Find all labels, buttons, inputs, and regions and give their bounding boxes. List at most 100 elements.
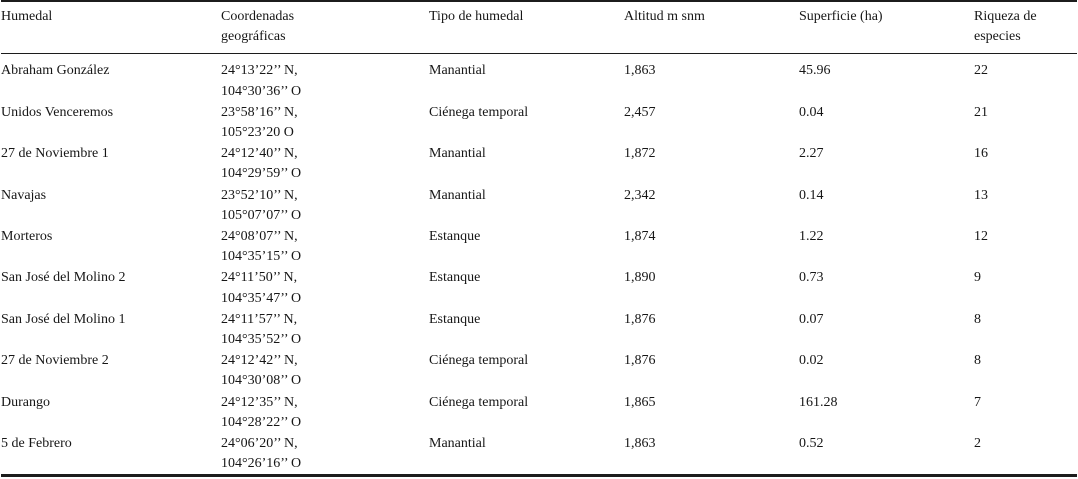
coord-lat: 23°58’16’’ N, — [221, 104, 298, 120]
col-header-coordenadas: Coordenadas geográficas — [221, 1, 429, 55]
cell-humedal: Navajas — [1, 187, 47, 203]
coord-lon: 104°30’36’’ O — [221, 83, 302, 99]
cell-coordenadas: 24°12’35’’ N, 104°28’22’’ O — [221, 392, 429, 433]
cell-altitud: 1,865 — [624, 394, 656, 410]
header-label: Coordenadas — [221, 9, 295, 24]
cell-humedal: Durango — [1, 394, 50, 410]
cell-coordenadas: 24°06’20’’ N, 104°26’16’’ O — [221, 433, 429, 476]
cell-superficie: 0.14 — [799, 187, 824, 203]
cell-altitud: 2,457 — [624, 104, 656, 120]
coord-lat: 24°12’35’’ N, — [221, 394, 298, 410]
cell-tipo: Manantial — [429, 436, 486, 452]
coord-lon: 104°30’08’’ O — [221, 373, 302, 389]
cell-riqueza: 8 — [974, 311, 981, 327]
cell-riqueza: 9 — [974, 270, 981, 286]
coord-lon: 104°35’47’’ O — [221, 290, 302, 306]
table-row: Morteros 24°08’07’’ N, 104°35’15’’ O Esta… — [1, 226, 1077, 267]
cell-superficie: 2.27 — [799, 146, 824, 162]
cell-superficie: 0.07 — [799, 311, 824, 327]
coord-lat: 24°11’57’’ N, — [221, 311, 298, 327]
table-row: 5 de Febrero 24°06’20’’ N, 104°26’16’’ O … — [1, 433, 1077, 476]
cell-superficie: 0.04 — [799, 104, 824, 120]
col-header-riqueza: Riqueza de especies — [974, 1, 1077, 55]
cell-tipo: Ciénega temporal — [429, 353, 529, 369]
coord-lon: 104°26’16’’ O — [221, 456, 302, 472]
header-label: Superficie (ha) — [799, 9, 883, 24]
cell-tipo: Ciénega temporal — [429, 104, 529, 120]
cell-humedal: Abraham González — [1, 63, 110, 79]
cell-superficie: 0.02 — [799, 353, 824, 369]
cell-altitud: 2,342 — [624, 187, 656, 203]
col-header-altitud: Altitud m snm — [624, 1, 799, 55]
cell-coordenadas: 23°58’16’’ N, 105°23’20 O — [221, 102, 429, 143]
cell-altitud: 1,872 — [624, 146, 656, 162]
cell-coordenadas: 24°13’22’’ N, 104°30’36’’ O — [221, 54, 429, 102]
table-row: Durango 24°12’35’’ N, 104°28’22’’ O Ciéne… — [1, 392, 1077, 433]
coord-lon: 105°07’07’’ O — [221, 207, 302, 223]
header-label: Humedal — [1, 9, 53, 24]
table-row: 27 de Noviembre 1 24°12’40’’ N, 104°29’59… — [1, 143, 1077, 184]
cell-superficie: 0.73 — [799, 270, 824, 286]
table-row: Navajas 23°52’10’’ N, 105°07’07’’ O Manan… — [1, 185, 1077, 226]
cell-riqueza: 2 — [974, 436, 981, 452]
table-row: Unidos Venceremos 23°58’16’’ N, 105°23’20… — [1, 102, 1077, 143]
coord-lat: 24°12’42’’ N, — [221, 353, 298, 369]
cell-altitud: 1,876 — [624, 311, 656, 327]
coord-lat: 24°08’07’’ N, — [221, 229, 298, 245]
cell-altitud: 1,863 — [624, 63, 656, 79]
coord-lon: 104°29’59’’ O — [221, 166, 302, 182]
cell-superficie: 45.96 — [799, 63, 831, 79]
cell-altitud: 1,890 — [624, 270, 656, 286]
cell-humedal: Morteros — [1, 229, 53, 245]
col-header-tipo: Tipo de humedal — [429, 1, 624, 55]
cell-tipo: Ciénega temporal — [429, 394, 529, 410]
coord-lat: 24°06’20’’ N, — [221, 436, 298, 452]
cell-superficie: 161.28 — [799, 394, 838, 410]
cell-humedal: 27 de Noviembre 2 — [1, 353, 109, 369]
cell-riqueza: 22 — [974, 63, 988, 79]
coord-lat: 24°13’22’’ N, — [221, 63, 298, 79]
cell-altitud: 1,863 — [624, 436, 656, 452]
coord-lon: 104°28’22’’ O — [221, 414, 302, 430]
cell-riqueza: 7 — [974, 394, 981, 410]
cell-tipo: Estanque — [429, 229, 481, 245]
coord-lat: 24°11’50’’ N, — [221, 270, 298, 286]
cell-humedal: 5 de Febrero — [1, 436, 72, 452]
cell-humedal: San José del Molino 1 — [1, 311, 126, 327]
header-label: Tipo de humedal — [429, 9, 524, 24]
coord-lon: 105°23’20 O — [221, 125, 294, 141]
cell-coordenadas: 24°12’40’’ N, 104°29’59’’ O — [221, 143, 429, 184]
header-label: Riqueza de — [974, 9, 1037, 24]
coord-lon: 104°35’52’’ O — [221, 332, 302, 348]
coord-lat: 24°12’40’’ N, — [221, 146, 298, 162]
table-row: Abraham González 24°13’22’’ N, 104°30’36’… — [1, 54, 1077, 102]
cell-altitud: 1,874 — [624, 229, 656, 245]
cell-tipo: Estanque — [429, 270, 481, 286]
cell-altitud: 1,876 — [624, 353, 656, 369]
cell-superficie: 1.22 — [799, 229, 824, 245]
cell-coordenadas: 24°12’42’’ N, 104°30’08’’ O — [221, 350, 429, 391]
cell-coordenadas: 24°11’50’’ N, 104°35’47’’ O — [221, 267, 429, 308]
cell-riqueza: 8 — [974, 353, 981, 369]
col-header-humedal: Humedal — [1, 1, 221, 55]
table-row: San José del Molino 1 24°11’57’’ N, 104°3… — [1, 309, 1077, 350]
table-row: San José del Molino 2 24°11’50’’ N, 104°3… — [1, 267, 1077, 308]
cell-coordenadas: 24°08’07’’ N, 104°35’15’’ O — [221, 226, 429, 267]
col-header-superficie: Superficie (ha) — [799, 1, 974, 55]
header-label: Altitud m snm — [624, 9, 705, 24]
cell-riqueza: 21 — [974, 104, 988, 120]
cell-coordenadas: 24°11’57’’ N, 104°35’52’’ O — [221, 309, 429, 350]
header-row: Humedal Coordenadas geográficas Tipo de h… — [1, 1, 1077, 55]
cell-superficie: 0.52 — [799, 436, 824, 452]
cell-humedal: Unidos Venceremos — [1, 104, 114, 120]
table-row: 27 de Noviembre 2 24°12’42’’ N, 104°30’08… — [1, 350, 1077, 391]
cell-riqueza: 13 — [974, 187, 988, 203]
cell-riqueza: 12 — [974, 229, 988, 245]
coord-lat: 23°52’10’’ N, — [221, 187, 298, 203]
coord-lon: 104°35’15’’ O — [221, 249, 302, 265]
cell-tipo: Manantial — [429, 63, 486, 79]
cell-coordenadas: 23°52’10’’ N, 105°07’07’’ O — [221, 185, 429, 226]
cell-humedal: San José del Molino 2 — [1, 270, 126, 286]
